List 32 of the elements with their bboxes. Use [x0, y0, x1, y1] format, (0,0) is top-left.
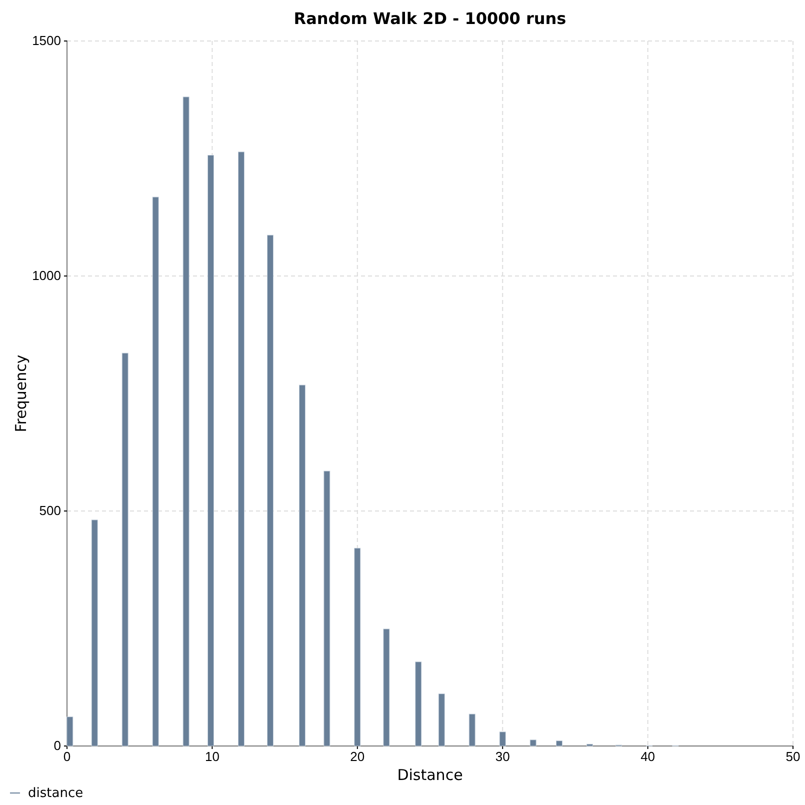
x-tick-label: 50 — [786, 749, 800, 764]
bar — [354, 548, 361, 746]
bar — [66, 716, 74, 746]
bar — [208, 154, 214, 746]
y-axis-title: Frequency — [12, 354, 30, 432]
bar — [438, 694, 445, 746]
bar — [152, 196, 159, 746]
y-tick-label: 1000 — [32, 268, 61, 284]
x-tick-label: 40 — [640, 749, 656, 764]
bar — [267, 234, 274, 746]
bar — [383, 628, 390, 746]
x-tick-label: 20 — [350, 749, 365, 764]
bar — [499, 732, 506, 746]
bar — [91, 520, 98, 746]
y-tick-label: 0 — [54, 738, 61, 754]
chart-title: Random Walk 2D - 10000 runs — [294, 9, 566, 28]
bar — [182, 96, 190, 746]
bar — [298, 384, 306, 746]
legend-label: distance — [28, 786, 84, 801]
bar — [238, 152, 244, 746]
bar — [530, 740, 536, 746]
bar — [468, 714, 476, 746]
x-axis-title: Distance — [397, 766, 463, 784]
x-tick-label: 30 — [495, 749, 510, 764]
bar — [122, 352, 128, 746]
x-tick-label: 10 — [204, 749, 220, 764]
x-tick-label: 0 — [63, 749, 71, 764]
y-tick-label: 1500 — [32, 33, 61, 48]
bar — [556, 740, 562, 746]
bar — [324, 470, 330, 746]
bar — [415, 662, 422, 746]
y-tick-label: 500 — [39, 503, 61, 518]
